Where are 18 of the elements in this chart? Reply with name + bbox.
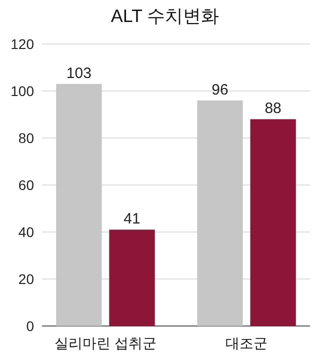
data-label: 41 — [124, 210, 140, 228]
x-tick-label: 대조군 — [226, 335, 268, 351]
chart-title: ALT 수치변화 — [110, 6, 220, 26]
y-tick-label: 0 — [26, 318, 34, 334]
bar — [56, 84, 102, 326]
y-tick-label: 120 — [10, 36, 34, 52]
data-label: 88 — [264, 100, 282, 118]
data-label: 96 — [212, 81, 228, 98]
y-tick-label: 80 — [18, 130, 34, 146]
bar — [250, 119, 296, 326]
data-label: 103 — [66, 64, 92, 82]
y-tick-label: 100 — [10, 82, 34, 99]
bar — [197, 100, 243, 326]
bar — [109, 230, 155, 326]
x-tick-label: 실리마린 섭취군 — [54, 335, 156, 351]
y-tick-label: 60 — [18, 176, 34, 193]
y-tick-label: 40 — [18, 224, 34, 240]
y-tick-label: 20 — [18, 270, 34, 287]
